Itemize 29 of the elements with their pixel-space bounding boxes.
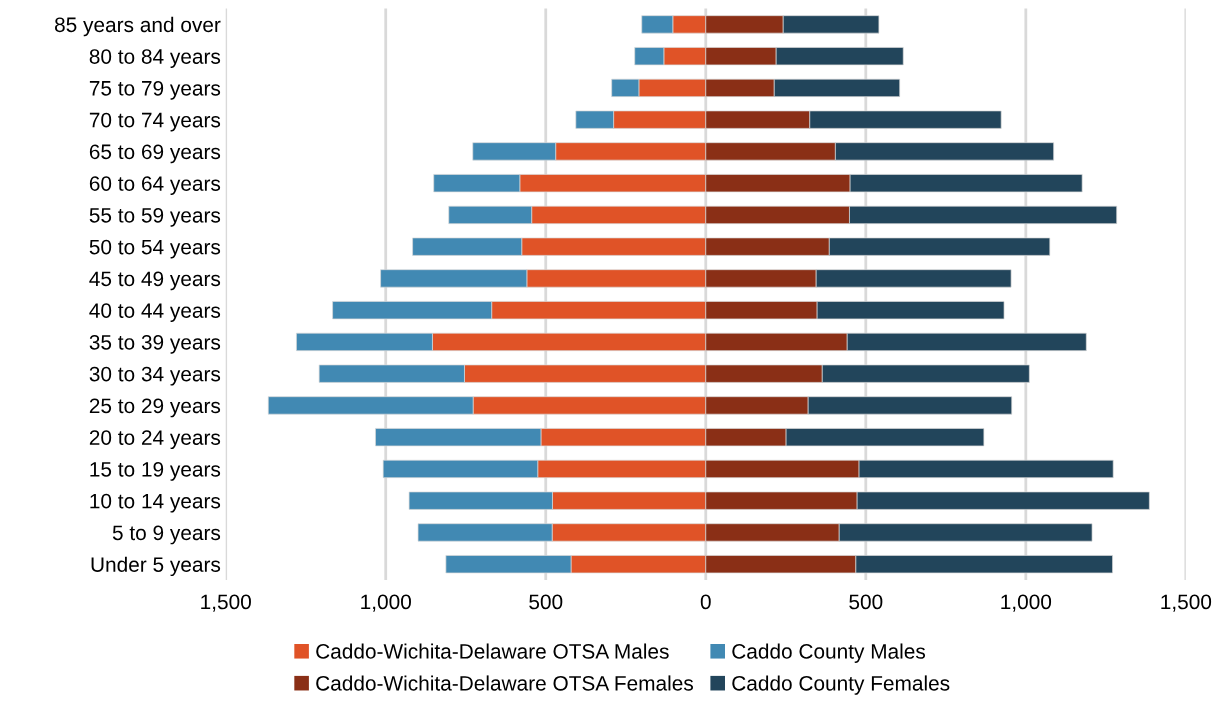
y-tick-label: Under 5 years	[91, 556, 221, 577]
x-tick-label: 500	[849, 594, 883, 610]
x-tick-label: 0	[700, 594, 711, 610]
legend-label: Caddo-Wichita-Delaware OTSA Males	[316, 643, 669, 659]
x-tick-label: 500	[529, 594, 563, 610]
y-tick-label: 70 to 74 years	[89, 112, 221, 132]
y-tick-label: 10 to 14 years	[90, 493, 221, 513]
legend-label: Caddo County Females	[732, 675, 950, 695]
y-tick-label: 25 to 29 years	[89, 398, 221, 418]
legend-label: Caddo County Males	[732, 643, 926, 663]
x-tick-label: 1,500	[201, 594, 251, 612]
y-tick-label: 30 to 34 years	[89, 366, 221, 386]
y-tick-label: 15 to 19 years	[90, 461, 221, 481]
y-tick-label: 40 to 44 years	[89, 303, 221, 323]
y-tick-label: 20 to 24 years	[89, 430, 221, 450]
x-tick-label: 1,000	[1001, 594, 1052, 612]
y-tick-label: 60 to 64 years	[89, 176, 221, 196]
y-tick-label: 85 years and over	[54, 16, 221, 37]
y-tick-label: 65 to 69 years	[89, 144, 221, 164]
y-tick-label: 80 to 84 years	[89, 49, 221, 69]
y-tick-label: 45 to 49 years	[89, 271, 221, 291]
legend-label: Caddo-Wichita-Delaware OTSA Females	[316, 675, 693, 691]
y-tick-label: 50 to 54 years	[89, 239, 221, 259]
x-tick-label: 1,500	[1161, 594, 1212, 612]
y-tick-label: 75 to 79 years	[89, 80, 221, 100]
y-tick-label: 5 to 9 years	[112, 525, 221, 545]
y-tick-label: 35 to 39 years	[89, 334, 221, 354]
x-tick-label: 1,000	[361, 594, 411, 612]
y-tick-label: 55 to 59 years	[89, 207, 221, 227]
